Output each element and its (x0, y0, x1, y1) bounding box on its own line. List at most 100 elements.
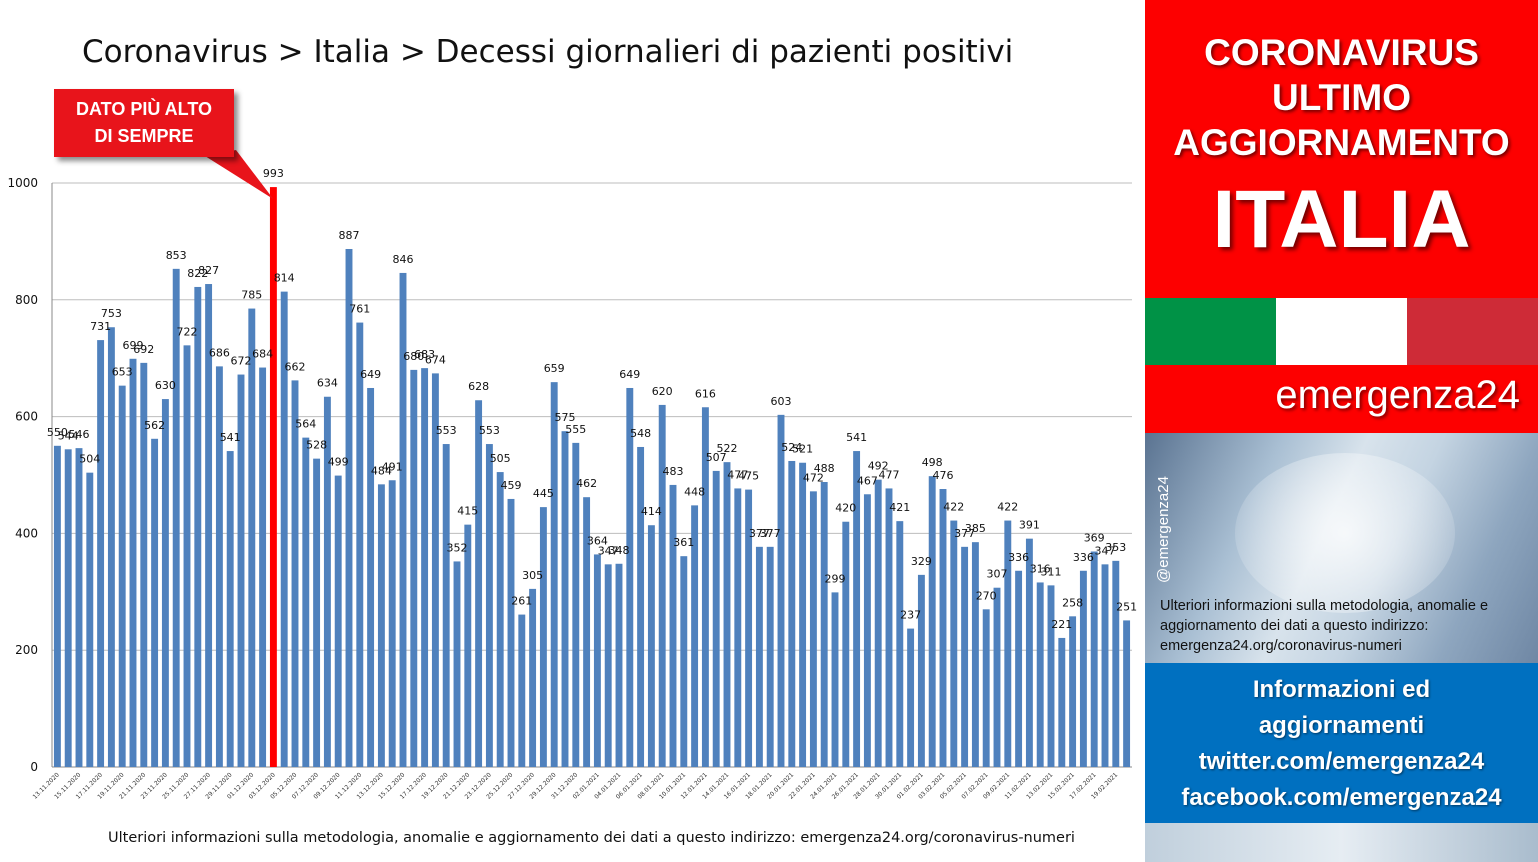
bar (388, 480, 396, 767)
bar (701, 407, 709, 767)
bar (97, 340, 105, 767)
data-label: 541 (220, 431, 241, 444)
bar (658, 404, 666, 767)
bar-highlight (269, 187, 277, 767)
headline-panel: CORONAVIRUS ULTIMO AGGIORNAMENTO ITALIA (1145, 0, 1538, 298)
data-label: 659 (544, 362, 565, 375)
bar (745, 489, 753, 767)
bar (842, 521, 850, 767)
y-tick-label: 0 (30, 760, 38, 774)
data-label: 491 (382, 460, 403, 473)
data-label: 415 (457, 505, 478, 518)
data-label: 221 (1051, 618, 1072, 631)
data-label: 498 (922, 456, 943, 469)
data-label: 361 (673, 536, 694, 549)
data-label: 348 (609, 544, 630, 557)
headline-line-1: CORONAVIRUS (1204, 32, 1479, 73)
data-label: 414 (641, 505, 662, 518)
bar (637, 446, 645, 767)
bar (971, 542, 979, 767)
data-label: 546 (69, 428, 90, 441)
bar (572, 442, 580, 767)
brand-bar: emergenza24 (1145, 365, 1538, 433)
bar (323, 396, 331, 767)
twitter-link[interactable]: twitter.com/emergenza24 (1198, 748, 1485, 775)
data-label: 575 (555, 411, 576, 424)
data-label: 391 (1019, 519, 1040, 532)
data-label: 522 (717, 442, 738, 455)
bar (215, 366, 223, 767)
bar (1079, 570, 1087, 767)
facebook-link[interactable]: facebook.com/emergenza24 (1181, 784, 1502, 811)
data-label: 548 (630, 427, 651, 440)
bar (464, 524, 472, 767)
bar (453, 561, 461, 767)
bar (993, 587, 1001, 767)
bar (280, 291, 288, 767)
data-label: 562 (144, 419, 165, 432)
data-label: 347 (598, 544, 619, 557)
data-label: 853 (166, 249, 187, 262)
bar (961, 546, 969, 767)
data-label: 311 (1041, 565, 1062, 578)
data-label: 377 (749, 527, 770, 540)
data-label: 499 (328, 456, 349, 469)
data-label: 488 (814, 462, 835, 475)
bar (507, 498, 515, 767)
bar (777, 414, 785, 767)
bar (766, 546, 774, 767)
bar (680, 556, 688, 767)
data-label: 377 (760, 527, 781, 540)
chart-area: 0 200 400 600 800 1000 550 544 546 504 731 753 653 6… (7, 34, 1138, 846)
bar (982, 609, 990, 767)
data-label: 620 (652, 385, 673, 398)
data-label: 507 (706, 451, 727, 464)
bar (313, 458, 321, 767)
data-label: 553 (479, 424, 500, 437)
data-label: 822 (187, 267, 208, 280)
data-label: 299 (825, 572, 846, 585)
bar (367, 387, 375, 767)
bar (1090, 551, 1098, 767)
bar (1058, 637, 1066, 767)
data-label: 630 (155, 379, 176, 392)
data-label: 462 (576, 477, 597, 490)
bar (712, 470, 720, 767)
bar (809, 491, 817, 767)
data-label: 483 (663, 465, 684, 478)
data-label: 377 (954, 527, 975, 540)
data-label: 316 (1030, 562, 1051, 575)
data-label: 421 (889, 501, 910, 514)
data-label: 564 (295, 418, 316, 431)
bar (485, 444, 493, 767)
data-label: 505 (490, 452, 511, 465)
bar (1112, 560, 1120, 767)
data-label: 364 (587, 534, 608, 547)
bar (64, 449, 72, 767)
bar (907, 628, 915, 767)
data-label: 550 (47, 426, 68, 439)
info-line-1: Informazioni ed (1252, 676, 1431, 703)
bar (1025, 538, 1033, 767)
bar (561, 431, 569, 767)
sidebar-methodology-note: Ulteriori informazioni sulla metodologia… (1160, 598, 1489, 654)
flag-white-stripe (1276, 298, 1407, 365)
data-label: 753 (101, 307, 122, 320)
data-label: 722 (177, 325, 198, 338)
bar (1036, 582, 1044, 767)
data-label: 827 (198, 264, 219, 277)
bar (723, 462, 731, 767)
bar (226, 451, 234, 767)
data-label: 684 (252, 348, 273, 361)
bar (86, 472, 94, 767)
headline-line-3: AGGIORNAMENTO (1173, 122, 1510, 163)
bar (1101, 564, 1109, 767)
bar (831, 592, 839, 767)
bar (885, 488, 893, 767)
bar (755, 546, 763, 767)
background-photo: @emergenza24 Ulteriori informazioni sull… (1145, 433, 1538, 663)
bar (539, 507, 547, 767)
flag-green-stripe (1145, 298, 1276, 365)
data-label: 476 (933, 469, 954, 482)
data-label: 477 (727, 468, 748, 481)
